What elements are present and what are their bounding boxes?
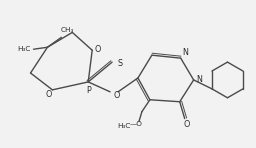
Text: —O: —O — [130, 120, 142, 127]
Text: N: N — [182, 48, 188, 57]
Text: CH₃: CH₃ — [61, 27, 74, 33]
Text: O: O — [95, 45, 101, 54]
Text: H₃C: H₃C — [17, 46, 30, 52]
Text: P: P — [86, 86, 91, 95]
Text: O: O — [114, 91, 120, 100]
Text: S: S — [118, 59, 123, 68]
Text: H₃C: H₃C — [117, 123, 131, 128]
Text: O: O — [45, 90, 52, 99]
Text: O: O — [184, 120, 190, 129]
Text: N: N — [197, 75, 202, 85]
